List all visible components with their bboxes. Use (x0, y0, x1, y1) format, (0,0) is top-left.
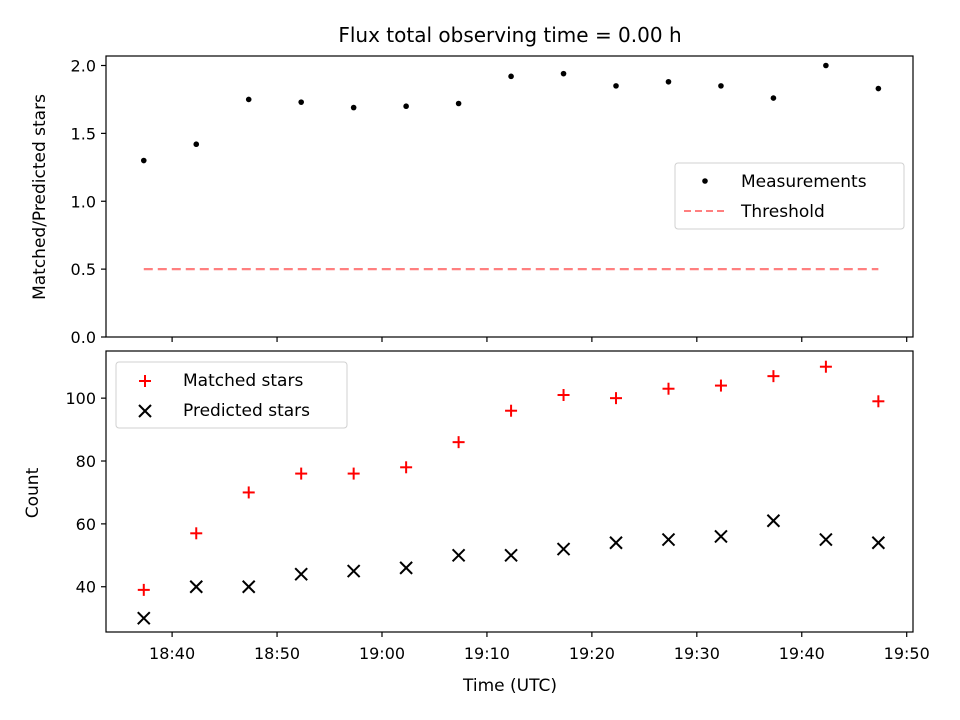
legend-predicted-label: Predicted stars (183, 401, 310, 421)
bottom-xtick-label: 19:30 (674, 644, 720, 663)
matched-star-point (767, 370, 780, 383)
matched-star-point (662, 382, 675, 395)
bottom-legend: Matched stars Predicted stars (115, 361, 348, 429)
bottom-xtick-label: 18:50 (254, 644, 300, 663)
matched-star-point (400, 461, 413, 474)
matched-star-point (295, 467, 308, 480)
predicted-star-point (556, 542, 571, 556)
measurement-point (823, 62, 829, 69)
measurement-point (245, 96, 252, 103)
matched-star-point (242, 486, 255, 499)
predicted-star-point (189, 580, 203, 594)
bottom-xtick-label: 18:40 (149, 644, 195, 663)
top-y-ticks: 0.0 0.5 1.0 1.5 2.0 (71, 57, 106, 347)
measurement-point (875, 85, 882, 92)
matched-star-point (452, 436, 465, 449)
predicted-star-point (609, 536, 623, 550)
top-ytick-label: 2.0 (71, 57, 96, 76)
matched-star-point (872, 395, 885, 408)
predicted-star-point (766, 514, 781, 528)
measurement-point (455, 100, 462, 107)
measurement-point (508, 73, 514, 80)
legend-measurements-marker (702, 178, 708, 184)
matched-star-point (819, 360, 832, 373)
predicted-star-point (661, 532, 676, 547)
bottom-ytick-label: 40 (76, 578, 96, 597)
bottom-ytick-label: 100 (65, 389, 96, 408)
predicted-star-point (242, 580, 256, 594)
predicted-star-point (294, 567, 308, 581)
bottom-y-ticks: 40 60 80 100 (65, 389, 106, 597)
measurement-point (193, 141, 200, 148)
predicted-star-point (399, 561, 413, 575)
matched-star-point (557, 389, 570, 402)
bottom-xtick-label: 19:20 (569, 644, 615, 663)
bottom-legend-box (115, 361, 348, 429)
measurement-point (298, 99, 304, 105)
legend-predicted-marker (138, 404, 152, 418)
matched-star-point (505, 404, 518, 417)
top-ytick-label: 1.5 (71, 124, 96, 143)
matched-star-point (610, 392, 623, 405)
predicted-star-point (819, 532, 833, 547)
predicted-star-point (346, 564, 361, 578)
bottom-xtick-label: 19:40 (779, 644, 825, 663)
legend-measurements-label: Measurements (741, 172, 867, 192)
top-ylabel: Matched/Predicted stars (30, 94, 50, 300)
bottom-xtick-label: 19:10 (464, 644, 510, 663)
bottom-plot-area (137, 360, 886, 625)
measurement-point (350, 104, 357, 111)
chart-title: Flux total observing time = 0.00 h (338, 23, 681, 47)
legend-matched-label: Matched stars (183, 371, 303, 391)
bottom-xlabel: Time (UTC) (462, 676, 557, 696)
bottom-x-ticks: 18:40 18:50 19:00 19:10 19:20 19:30 19:40 19:50 (149, 632, 930, 663)
top-x-ticks (171, 337, 908, 342)
bottom-ytick-label: 80 (76, 452, 96, 471)
top-plot-area (140, 62, 882, 271)
top-legend-box (674, 162, 905, 230)
bottom-axes-frame (105, 350, 914, 633)
measurement-point (560, 70, 567, 77)
matched-star-point (190, 527, 203, 540)
top-ytick-label: 0.5 (71, 260, 96, 279)
predicted-star-point (451, 548, 466, 563)
top-ytick-label: 0.0 (71, 328, 96, 347)
top-ytick-label: 1.0 (71, 192, 96, 211)
bottom-xtick-label: 19:00 (359, 644, 405, 663)
measurement-point (770, 95, 777, 101)
predicted-star-point (137, 611, 151, 625)
bottom-ylabel: Count (23, 467, 43, 518)
matched-star-point (347, 467, 360, 480)
bottom-xtick-label: 19:50 (884, 644, 930, 663)
top-legend: Measurements Threshold (674, 162, 905, 230)
predicted-star-point (714, 529, 728, 544)
predicted-star-point (871, 536, 886, 550)
measurement-point (718, 83, 724, 89)
bottom-ytick-label: 60 (76, 515, 96, 534)
legend-matched-marker (139, 375, 151, 387)
measurement-point (140, 157, 147, 164)
measurement-point (403, 103, 409, 110)
top-axes-frame (105, 55, 914, 338)
matched-star-point (137, 583, 150, 596)
measurement-point (665, 78, 672, 85)
measurement-point (613, 83, 619, 89)
predicted-star-point (504, 548, 518, 563)
legend-threshold-label: Threshold (740, 202, 825, 222)
matched-star-point (714, 379, 727, 392)
